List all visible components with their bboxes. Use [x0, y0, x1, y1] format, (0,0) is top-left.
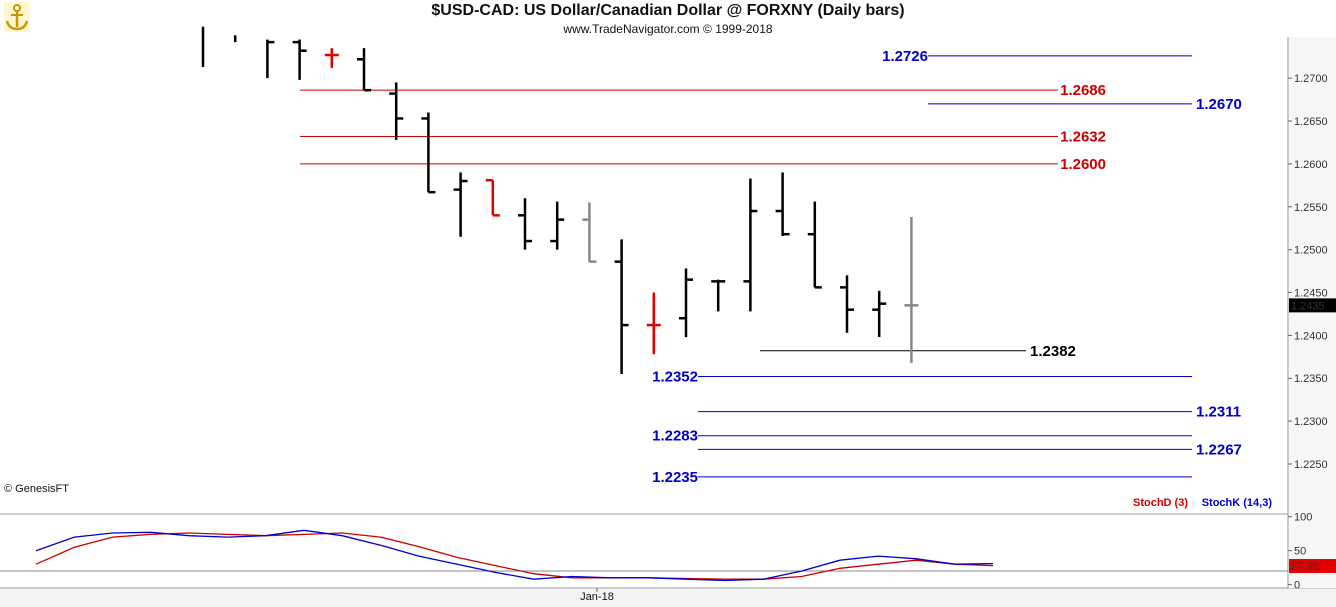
- stochk-line: [35, 529, 994, 582]
- ohlc-bar: [679, 268, 693, 338]
- ohlc-bar: [421, 112, 436, 194]
- y-tick-label: 1.2400: [1294, 330, 1328, 342]
- level-label: 1.2283: [652, 428, 698, 445]
- chart-subtitle: www.TradeNavigator.com © 1999-2018: [563, 22, 773, 36]
- x-axis-background: [0, 589, 1336, 607]
- level-label: 1.2352: [652, 369, 698, 386]
- chart-frame: [0, 37, 1336, 607]
- ohlc-bar: [453, 172, 468, 237]
- price-bars: [201, 26, 919, 374]
- stoch-tick-label: 0: [1294, 580, 1300, 592]
- stoch-last-badge: [1289, 559, 1336, 574]
- copyright-label: © GenesisFT: [4, 483, 69, 495]
- ohlc-bar: [518, 198, 532, 250]
- ohlc-bar: [389, 82, 404, 140]
- level-label: 1.2632: [1060, 128, 1106, 145]
- ohlc-bar: [743, 178, 758, 312]
- ohlc-bar: [324, 48, 339, 68]
- ohlc-bar: [550, 201, 565, 250]
- ohlc-bar: [266, 39, 275, 79]
- ohlc-bar: [357, 48, 371, 92]
- level-label: 1.2235: [652, 469, 698, 486]
- y-tick-label: 1.2650: [1294, 116, 1328, 128]
- price-axis: 1.27001.26501.26001.25501.25001.24501.24…: [596, 73, 1336, 592]
- y-tick-label: 1.2300: [1294, 416, 1328, 428]
- stochd-line: [35, 532, 994, 580]
- level-label: 1.2600: [1060, 156, 1106, 173]
- anchor-logo-icon: [4, 2, 30, 32]
- ohlc-bar: [711, 279, 726, 312]
- ohlc-bar: [872, 290, 887, 338]
- plot-background: [0, 37, 1288, 588]
- stoch-tick-label: 100: [1294, 512, 1312, 524]
- ohlc-bar: [646, 292, 661, 355]
- stochd-legend: StochD (3): [1133, 497, 1188, 509]
- stoch-tick-label: 50: [1294, 546, 1306, 558]
- ohlc-bar: [614, 239, 629, 374]
- y-tick-label: 1.2600: [1294, 159, 1328, 171]
- last-price-label: 1.2435: [1291, 300, 1325, 312]
- last-price-badge: [1289, 298, 1336, 313]
- y-tick-label: 1.2550: [1294, 202, 1328, 214]
- x-axis-label: Jan-18: [580, 591, 614, 603]
- chart-title: $USD-CAD: US Dollar/Canadian Dollar @ FO…: [431, 2, 905, 19]
- level-label: 1.2382: [1030, 343, 1076, 360]
- y-tick-label: 1.2250: [1294, 459, 1328, 471]
- stoch-last-label: 27.38: [1291, 561, 1319, 573]
- y-tick-label: 1.2500: [1294, 245, 1328, 257]
- ohlc-bar: [582, 202, 597, 263]
- y-axis-background: [1289, 37, 1336, 588]
- ohlc-bar: [807, 201, 822, 289]
- stochastic-panel: 100 50 0 27.38: [0, 512, 1336, 592]
- level-label: 1.2686: [1060, 82, 1106, 99]
- y-tick-label: 1.2700: [1294, 73, 1328, 85]
- level-label: 1.2267: [1196, 441, 1242, 458]
- y-tick-label: 1.2450: [1294, 288, 1328, 300]
- price-levels: 1.2726 1.2686 1.2670 1.2632 1.2600 1.2382 1.23…: [300, 48, 1242, 486]
- level-label: 1.2670: [1196, 96, 1242, 113]
- ohlc-bar: [485, 178, 500, 217]
- level-label: 1.2311: [1196, 404, 1241, 421]
- y-tick-label: 1.2350: [1294, 373, 1328, 385]
- ohlc-bar: [775, 172, 790, 236]
- ohlc-bar: [292, 39, 307, 80]
- ohlc-bar: [904, 217, 919, 363]
- level-label: 1.2726: [882, 48, 928, 65]
- ohlc-bar: [840, 275, 854, 333]
- stochk-legend: StochK (14,3): [1202, 497, 1273, 509]
